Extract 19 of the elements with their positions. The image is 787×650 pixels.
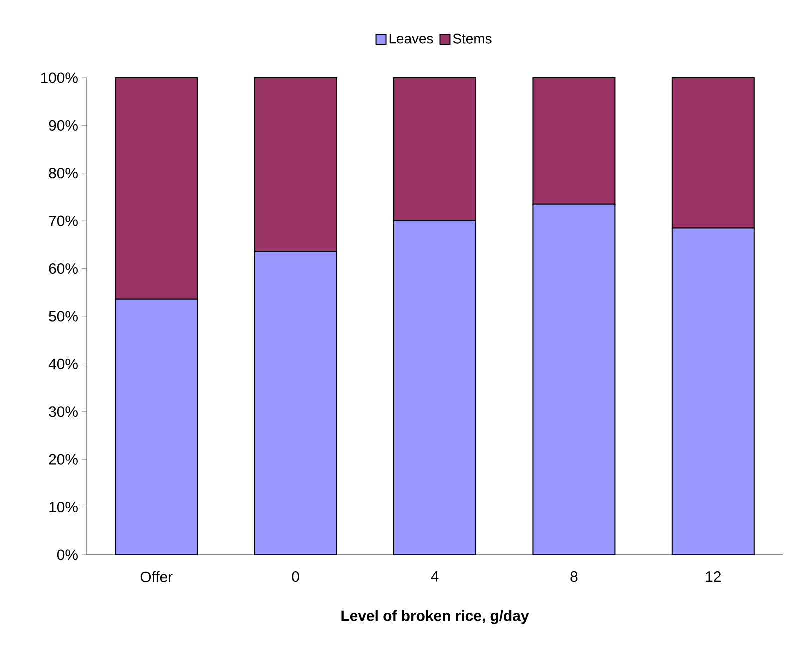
x-tick-label: 4 xyxy=(431,572,439,582)
y-tick-label: 10% xyxy=(50,502,78,513)
legend-label: Stems xyxy=(453,34,492,44)
y-tick-label: 50% xyxy=(49,311,78,322)
y-tick-label: 80% xyxy=(49,168,78,179)
y-tick-label: 60% xyxy=(49,263,78,274)
y-tick-label: 30% xyxy=(49,406,78,418)
y-tick-label: 20% xyxy=(49,454,78,465)
x-tick-label: 8 xyxy=(570,572,578,582)
x-axis-title: Level of broken rice, g/day xyxy=(342,610,530,624)
x-tick-label: 12 xyxy=(706,572,721,582)
x-tick-label: Offer xyxy=(140,572,173,582)
y-tick-label: 70% xyxy=(49,216,78,226)
y-tick-label: 100% xyxy=(41,72,78,84)
x-tick-label: 0 xyxy=(292,572,300,582)
legend-label: Leaves xyxy=(390,34,434,44)
y-tick-label: 90% xyxy=(49,120,78,131)
y-tick-label: 40% xyxy=(48,358,78,370)
y-tick-label: 0% xyxy=(57,550,78,560)
